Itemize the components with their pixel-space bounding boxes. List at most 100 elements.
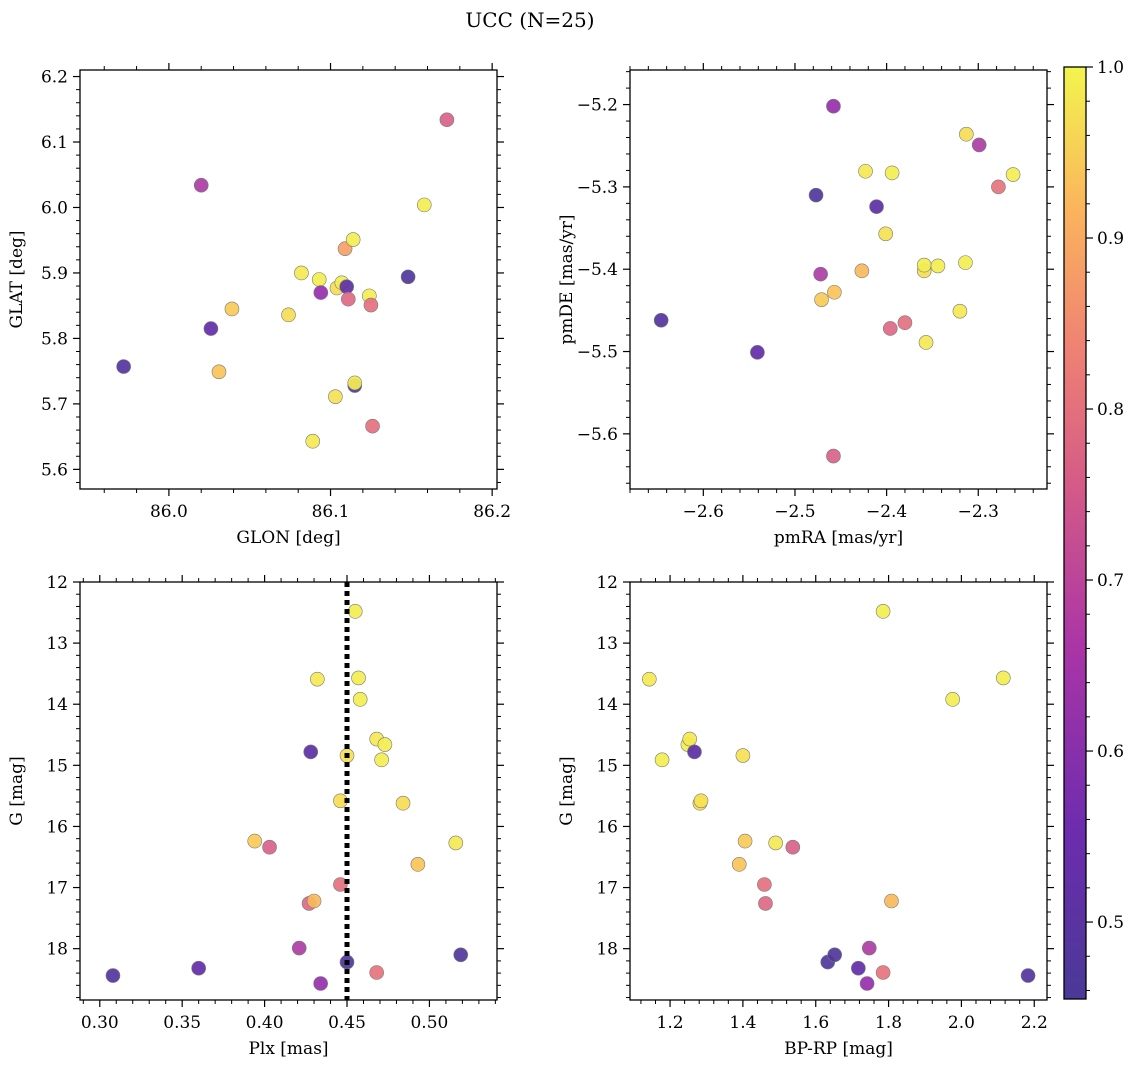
x-tick-label: 86.2 bbox=[473, 502, 511, 522]
scatter-point bbox=[377, 737, 393, 752]
scatter-point bbox=[878, 226, 893, 242]
scatter-point bbox=[193, 177, 209, 193]
y-tick-label: 17 bbox=[596, 879, 618, 899]
x-tick-label: −2.5 bbox=[774, 502, 815, 522]
scatter-point bbox=[785, 839, 801, 855]
scatter-point bbox=[758, 896, 773, 911]
scatter-point bbox=[374, 752, 389, 768]
scatter-point bbox=[653, 312, 669, 328]
x-axis-label: Plx [mas] bbox=[248, 1039, 328, 1059]
scatter-point bbox=[395, 795, 411, 811]
scatter-point bbox=[859, 976, 875, 991]
scatter-point bbox=[448, 835, 464, 851]
scatter-point bbox=[291, 940, 307, 956]
scatter-point bbox=[305, 433, 321, 449]
scatter-point bbox=[875, 604, 891, 619]
scatter-point bbox=[875, 965, 891, 980]
scatter-point bbox=[313, 976, 328, 991]
scatter-point bbox=[294, 265, 309, 281]
scatter-point bbox=[224, 301, 240, 317]
scatter-point bbox=[191, 960, 206, 976]
scatter-point bbox=[682, 731, 698, 747]
scatter-point bbox=[303, 744, 319, 760]
scatter-point bbox=[306, 893, 322, 909]
y-tick-label: 5.7 bbox=[41, 395, 68, 415]
colorbar-tick-label: 0.6 bbox=[1097, 742, 1124, 762]
scatter-point bbox=[352, 692, 368, 707]
colorbar-tick-label: 1.0 bbox=[1097, 58, 1124, 78]
x-tick-label: 1.8 bbox=[875, 1013, 902, 1033]
panel-plx-g: 0.30 0.35 0.40 0.45 0.50 12 13 14 15 16 17 18 Plx [m… bbox=[7, 573, 504, 1059]
scatter-point bbox=[351, 670, 366, 686]
y-axis-label: GLAT [deg] bbox=[7, 230, 27, 328]
scatter-point bbox=[971, 137, 987, 153]
scatter-point bbox=[345, 232, 361, 247]
y-tick-label: 14 bbox=[596, 695, 618, 715]
y-tick-label: 5.6 bbox=[41, 460, 68, 480]
panel-glon-glat: 86.0 86.1 86.2 5.6 5.7 5.8 5.9 6.0 6.1 6.2 GLON [d… bbox=[7, 63, 511, 548]
scatter-point bbox=[916, 257, 932, 273]
scatter-point bbox=[861, 940, 877, 956]
colorbar-tick-label: 0.9 bbox=[1097, 229, 1124, 249]
x-tick-label: 1.2 bbox=[657, 1013, 684, 1033]
x-axis-label: GLON [deg] bbox=[236, 528, 340, 548]
scatter-point bbox=[687, 744, 702, 760]
scatter-point bbox=[400, 269, 416, 285]
scatter-point bbox=[851, 960, 866, 976]
scatter-point bbox=[854, 263, 870, 279]
y-axis-label: G [mag] bbox=[7, 756, 27, 825]
scatter-point bbox=[959, 126, 974, 142]
scatter-point bbox=[328, 389, 343, 404]
y-tick-label: 6.2 bbox=[41, 68, 68, 88]
scatter-point bbox=[768, 835, 783, 851]
y-tick-label: 17 bbox=[46, 879, 68, 899]
scatter-point bbox=[958, 255, 973, 270]
scatter-point bbox=[363, 297, 379, 313]
scatter-point bbox=[365, 418, 380, 434]
y-tick-label: 13 bbox=[596, 634, 618, 654]
scatter-point bbox=[311, 272, 327, 287]
y-tick-label: 5.8 bbox=[41, 329, 68, 349]
scatter-point bbox=[1005, 167, 1021, 182]
scatter-point bbox=[439, 112, 455, 128]
scatter-point bbox=[333, 877, 348, 892]
y-tick-label: −5.6 bbox=[577, 425, 618, 445]
scatter-point bbox=[347, 375, 363, 391]
scatter-point bbox=[453, 947, 469, 963]
x-tick-label: 2.2 bbox=[1021, 1013, 1048, 1033]
y-tick-label: 12 bbox=[596, 573, 618, 593]
y-tick-label: 18 bbox=[46, 940, 68, 960]
colorbar-gradient bbox=[1063, 66, 1087, 1000]
x-tick-label: 1.4 bbox=[729, 1013, 756, 1033]
scatter-point bbox=[339, 279, 354, 295]
scatter-point bbox=[642, 671, 657, 687]
x-tick-label: −2.3 bbox=[958, 502, 999, 522]
y-tick-label: 6.1 bbox=[41, 133, 68, 153]
scatter-point bbox=[995, 670, 1011, 686]
scatter-point bbox=[347, 604, 363, 619]
scatter-point bbox=[247, 833, 263, 849]
y-tick-label: 15 bbox=[46, 756, 68, 776]
colorbar: 0.5 0.6 0.7 0.8 0.9 1.0 bbox=[1063, 58, 1124, 1000]
plot-frame bbox=[629, 69, 1048, 490]
scatter-point bbox=[813, 266, 828, 282]
scatter-point bbox=[884, 893, 899, 909]
scatter-point bbox=[826, 448, 841, 464]
x-tick-label: −2.4 bbox=[866, 502, 907, 522]
scatter-point bbox=[827, 284, 842, 300]
scatter-point bbox=[737, 833, 753, 849]
scatter-point bbox=[310, 671, 325, 687]
x-tick-label: 0.50 bbox=[410, 1013, 448, 1033]
scatter-point bbox=[827, 947, 842, 963]
scatter-point bbox=[735, 748, 751, 763]
scatter-point bbox=[1020, 968, 1036, 983]
scatter-point bbox=[693, 793, 709, 809]
scatter-point bbox=[105, 968, 121, 983]
scatter-point bbox=[918, 335, 934, 350]
x-tick-label: −2.6 bbox=[683, 502, 724, 522]
scatter-point bbox=[410, 857, 426, 872]
scatter-point bbox=[757, 877, 772, 892]
y-axis-label: pmDE [mas/yr] bbox=[557, 214, 577, 344]
scatter-point bbox=[116, 359, 131, 374]
